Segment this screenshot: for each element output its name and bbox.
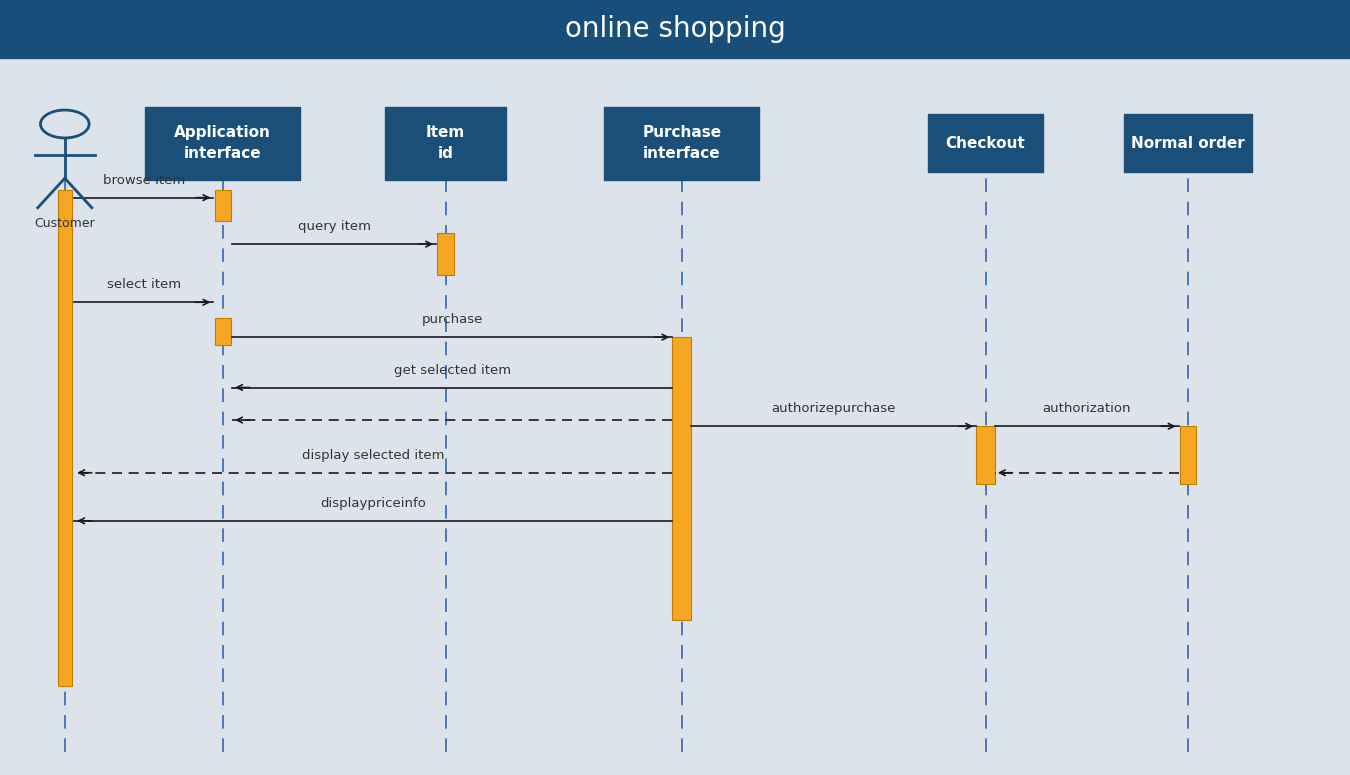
Bar: [215, 190, 231, 221]
Bar: [1123, 114, 1253, 173]
Text: display selected item: display selected item: [302, 449, 444, 462]
Text: Item
id: Item id: [425, 126, 466, 161]
Bar: [437, 232, 454, 275]
Text: Checkout: Checkout: [945, 136, 1026, 151]
Bar: [0, 0, 1350, 58]
Bar: [603, 106, 759, 181]
Bar: [929, 114, 1042, 173]
Bar: [385, 106, 506, 181]
Text: displaypriceinfo: displaypriceinfo: [320, 497, 427, 510]
Text: authorizepurchase: authorizepurchase: [771, 402, 896, 415]
Text: Customer: Customer: [35, 217, 95, 230]
Text: Application
interface: Application interface: [174, 126, 271, 161]
Text: purchase: purchase: [421, 313, 483, 326]
Text: select item: select item: [107, 278, 181, 291]
Bar: [1180, 426, 1196, 484]
Bar: [215, 318, 231, 345]
Bar: [146, 106, 301, 181]
Bar: [672, 337, 691, 620]
Text: Normal order: Normal order: [1131, 136, 1245, 151]
Text: get selected item: get selected item: [394, 363, 510, 377]
Bar: [976, 426, 995, 484]
Bar: [58, 190, 72, 686]
Text: browse item: browse item: [103, 174, 185, 187]
Text: authorization: authorization: [1042, 402, 1131, 415]
Text: Purchase
interface: Purchase interface: [643, 126, 721, 161]
Text: query item: query item: [297, 220, 371, 233]
Text: online shopping: online shopping: [564, 15, 786, 43]
